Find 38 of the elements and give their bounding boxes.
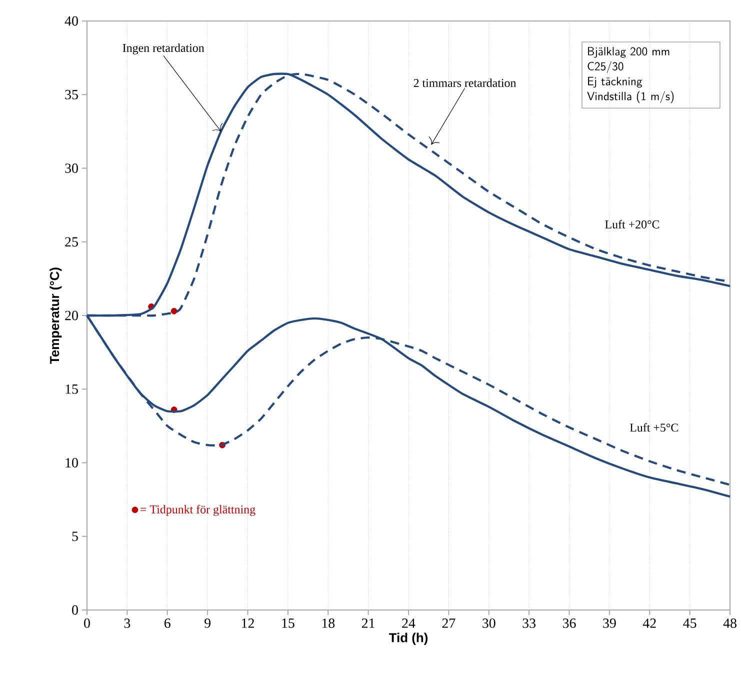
annotation: 2 timmars retardation [414,78,516,88]
y-tick-label: 25 [65,237,78,247]
x-tick-label: 3 [124,618,130,628]
annotation: Luft +20°C [605,220,660,228]
x-tick-label: 21 [362,618,374,628]
y-tick-label: 40 [64,16,78,26]
y-tick-label: 35 [65,90,78,100]
x-tick-label: 6 [164,618,170,628]
y-axis-title: Temperatur (°C) [50,268,62,364]
x-tick-label: 18 [322,618,335,628]
x-tick-label: 42 [642,618,656,628]
x-tick-label: 27 [442,618,456,628]
y-tick-label: 20 [65,310,78,320]
y-tick-label: 10 [66,458,78,468]
annotation: Bjälklag 200 mm [588,47,670,58]
annotation: Ej täckning [588,76,642,88]
legend-label: = Tidpunkt för glättning [140,504,256,516]
x-tick-label: 9 [204,618,210,628]
x-tick-label: 0 [84,618,90,628]
x-tick-label: 33 [522,618,536,628]
x-tick-label: 45 [683,618,696,628]
x-axis-title: Tid (h) [388,632,428,645]
annotation: C25/30 [588,61,624,74]
annotation: Ingen retardation [122,44,204,54]
annotation: Luft +5°C [630,423,678,432]
x-tick-label: 39 [603,618,616,628]
y-tick-label: 5 [72,532,78,542]
x-tick-label: 36 [562,618,576,628]
y-tick-label: 30 [65,164,78,173]
x-tick-label: 30 [482,618,496,628]
point [170,308,178,314]
x-tick-label: 24 [402,618,416,628]
y-tick-label: 0 [72,605,78,615]
y-tick-label: 15 [66,384,78,394]
annotation: Vindstilla (1 m/s) [587,91,674,104]
x-tick-label: 15 [282,618,294,628]
x-tick-label: 12 [242,618,254,628]
x-tick-label: 48 [723,618,736,628]
